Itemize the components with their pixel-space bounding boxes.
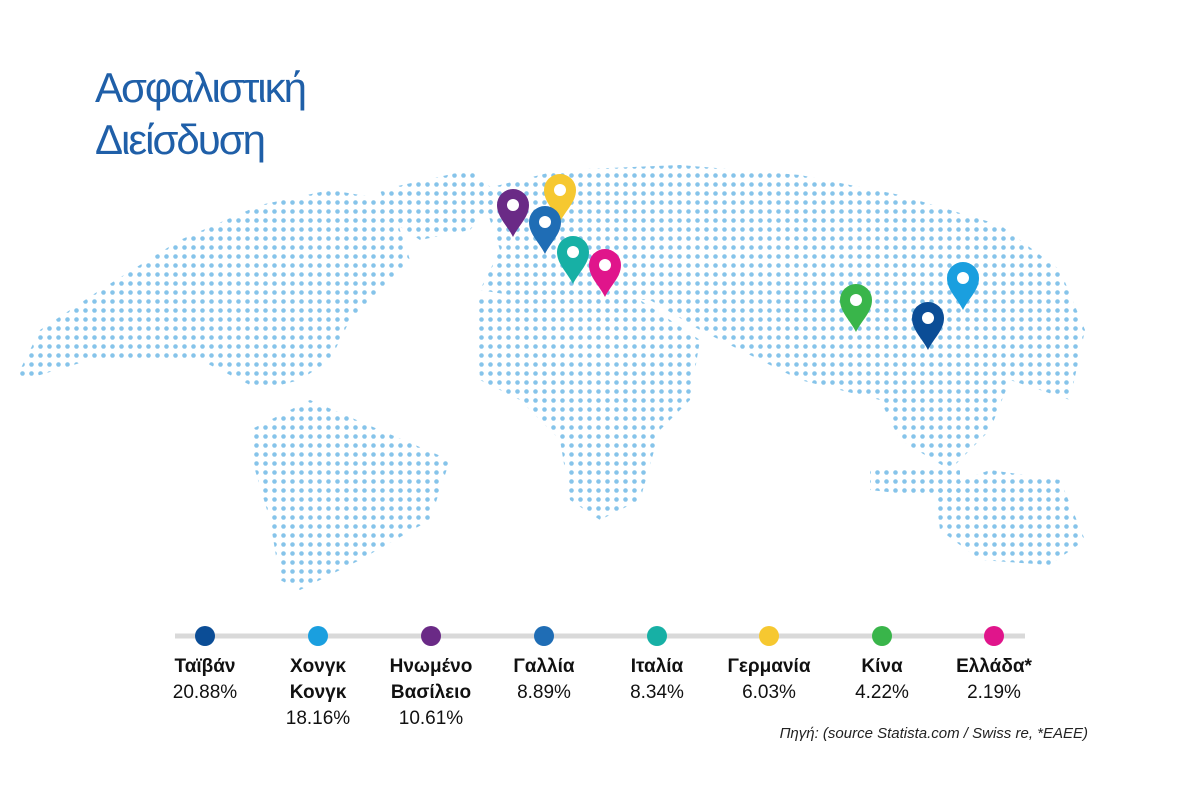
pin-shape bbox=[529, 206, 561, 254]
source: Πηγή: (source Statista.com / Swiss re, *… bbox=[780, 725, 1088, 742]
country-name: Βασίλειο bbox=[391, 682, 471, 703]
pin-hole bbox=[539, 216, 551, 228]
country-value: 8.34% bbox=[630, 682, 684, 703]
pin-hole bbox=[599, 259, 611, 271]
legend-dot bbox=[308, 626, 328, 646]
legend: Ταϊβάν 20.88% Χονγκ Κονγκ 18.16% Ηνωμένο Βασίλ… bbox=[173, 626, 1033, 729]
country-value: 2.19% bbox=[967, 682, 1021, 703]
legend-dot bbox=[195, 626, 215, 646]
legend-dot bbox=[872, 626, 892, 646]
pin bbox=[497, 189, 529, 237]
country-name: Γερμανία bbox=[727, 656, 810, 677]
country-value: 10.61% bbox=[399, 708, 464, 729]
title-line: Ασφαλιστική bbox=[95, 64, 305, 111]
world-map bbox=[15, 165, 1085, 590]
country-value: 8.89% bbox=[517, 682, 571, 703]
pin-hole bbox=[922, 312, 934, 324]
country-name: Κίνα bbox=[861, 656, 903, 677]
legend-dot bbox=[421, 626, 441, 646]
pin bbox=[544, 174, 576, 222]
country-name: Χονγκ bbox=[290, 656, 346, 677]
country-value: 4.22% bbox=[855, 682, 909, 703]
pin-shape bbox=[544, 174, 576, 222]
pin bbox=[529, 206, 561, 254]
pin bbox=[912, 302, 944, 350]
pin-shape bbox=[912, 302, 944, 350]
legend-dot bbox=[647, 626, 667, 646]
pin-shape bbox=[840, 284, 872, 332]
country-name: Ταϊβάν bbox=[175, 656, 236, 677]
legend-dot bbox=[759, 626, 779, 646]
pin bbox=[840, 284, 872, 332]
pin-hole bbox=[567, 246, 579, 258]
legend-dot bbox=[984, 626, 1004, 646]
pin bbox=[557, 236, 589, 284]
country-name: Ιταλία bbox=[631, 656, 684, 677]
country-name: Γαλλία bbox=[513, 656, 575, 677]
country-value: 18.16% bbox=[286, 708, 351, 729]
pin-hole bbox=[850, 294, 862, 306]
pin-shape bbox=[947, 262, 979, 310]
pin-hole bbox=[507, 199, 519, 211]
legend-dot bbox=[534, 626, 554, 646]
pin-hole bbox=[957, 272, 969, 284]
pin bbox=[589, 249, 621, 297]
pin-shape bbox=[497, 189, 529, 237]
country-value: 20.88% bbox=[173, 682, 238, 703]
pin-shape bbox=[557, 236, 589, 284]
country-value: 6.03% bbox=[742, 682, 796, 703]
pin-shape bbox=[589, 249, 621, 297]
title-line: Διείσδυση bbox=[95, 116, 264, 163]
pin bbox=[947, 262, 979, 310]
pin-hole bbox=[554, 184, 566, 196]
country-name: Κονγκ bbox=[290, 682, 347, 703]
pins bbox=[497, 174, 979, 350]
country-name: Ηνωμένο bbox=[390, 656, 473, 677]
country-name: Ελλάδα* bbox=[956, 656, 1032, 677]
